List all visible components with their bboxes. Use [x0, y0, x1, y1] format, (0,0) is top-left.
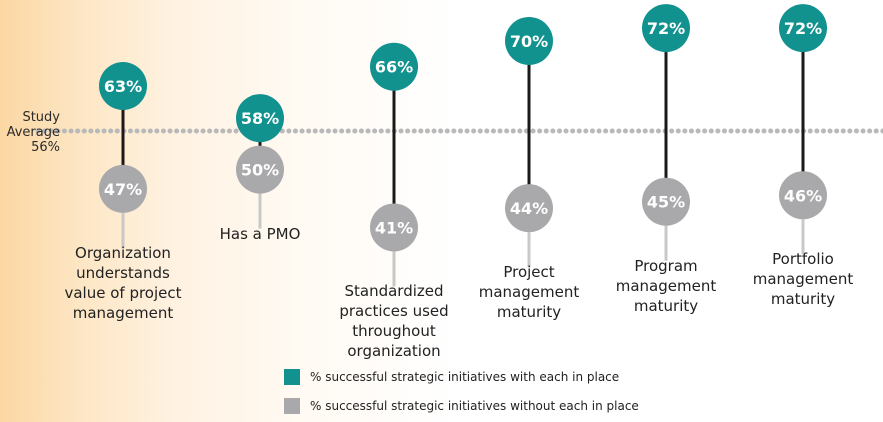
category-label-line: management: [752, 270, 854, 289]
category-label-line: maturity: [633, 296, 699, 315]
category-label-line: management: [72, 303, 174, 322]
category-label: Program management maturity: [586, 256, 746, 316]
category-label-line: practices used: [339, 302, 449, 321]
category-label-line: Project: [503, 263, 555, 282]
category-label-line: value of project: [64, 283, 182, 302]
category-label: Standardized practices used throughout orga…: [314, 281, 474, 361]
category-label-line: management: [615, 276, 717, 295]
without-value-label: 47%: [104, 180, 142, 199]
category-label-line: Standardized: [344, 282, 444, 301]
with-value-label: 70%: [510, 32, 548, 51]
without-bubble: [505, 184, 553, 233]
category-label: Organization understands value of project m…: [43, 243, 203, 323]
legend-swatch-gray: [284, 398, 300, 414]
legend-item-without: % successful strategic initiatives witho…: [284, 397, 639, 415]
without-bubble: [370, 203, 418, 252]
with-bubble: [505, 16, 553, 65]
study-average-label-line: Average: [6, 125, 60, 140]
category-label-line: Organization: [75, 243, 171, 262]
with-bubble: [779, 4, 827, 53]
with-value-label: 66%: [375, 58, 413, 77]
with-value-label: 63%: [104, 77, 142, 96]
with-value-label: 72%: [647, 19, 685, 38]
legend-label-with: % successful strategic initiatives with …: [310, 370, 620, 384]
with-bubble: [370, 42, 418, 91]
legend-label-without: % successful strategic initiatives witho…: [310, 399, 639, 413]
with-value-label: 58%: [241, 109, 279, 128]
category-label-line: Program: [634, 256, 698, 275]
with-bubble: [642, 4, 690, 53]
study-average-label-line: 56%: [31, 140, 60, 155]
without-value-label: 46%: [784, 186, 822, 205]
category-label: Has a PMO: [180, 224, 340, 244]
with-bubble: [236, 94, 284, 143]
category-label: Project management maturity: [449, 262, 609, 322]
without-value-label: 41%: [375, 218, 413, 237]
without-value-label: 44%: [510, 199, 548, 218]
legend-swatch-teal: [284, 369, 300, 385]
category-label-line: maturity: [770, 290, 836, 309]
category-label-line: Has a PMO: [219, 224, 301, 243]
category-label-line: throughout: [352, 322, 436, 341]
study-average-label-line: Study: [22, 110, 60, 125]
study-average-label: Study Average 56%: [0, 110, 60, 155]
category-label: Portfolio management maturity: [723, 249, 883, 309]
category-label-line: Portfolio: [772, 250, 834, 269]
without-bubble: [99, 164, 147, 213]
category-label-line: understands: [76, 263, 170, 282]
with-bubble: [99, 61, 147, 110]
without-bubble: [236, 145, 284, 194]
with-value-label: 72%: [784, 19, 822, 38]
without-bubble: [642, 177, 690, 226]
category-label-line: management: [478, 283, 580, 302]
category-label-line: maturity: [496, 303, 562, 322]
without-value-label: 45%: [647, 193, 685, 212]
category-label-line: organization: [347, 342, 441, 361]
legend-item-with: % successful strategic initiatives with …: [284, 368, 619, 386]
without-bubble: [779, 171, 827, 220]
without-value-label: 50%: [241, 161, 279, 180]
